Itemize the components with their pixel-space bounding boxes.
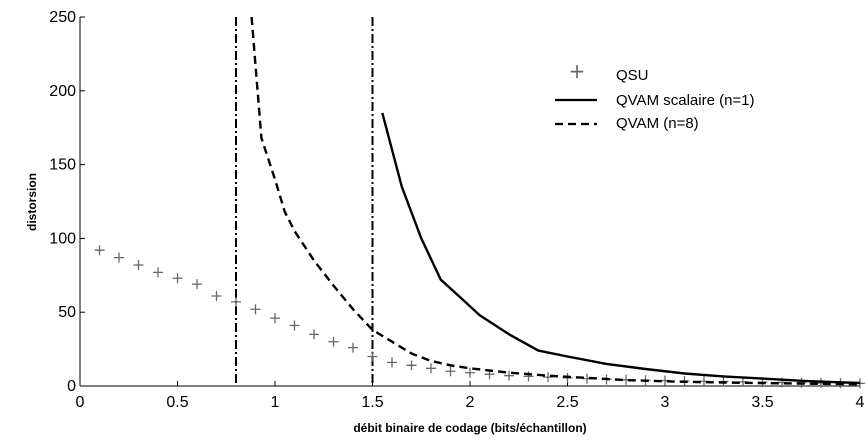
x-tick-label: 2.5 (556, 394, 578, 411)
legend: + QSU QVAM scalaire (n=1) QVAM (n=8) (555, 59, 755, 132)
y-tick-label: 200 (49, 83, 76, 100)
legend-label-qsu: QSU (616, 67, 649, 84)
data-point-qsu (465, 367, 475, 378)
legend-label-qvam-scalaire: QVAM scalaire (n=1) (616, 92, 755, 109)
y-tick-label: 100 (49, 230, 76, 247)
data-point-qsu (250, 304, 261, 315)
data-point-qsu (270, 313, 280, 324)
data-point-qsu (133, 259, 144, 270)
x-tick-label: 3.5 (751, 394, 773, 411)
series-line-qvam-n-8 (250, 16, 861, 386)
x-tick-label: 0.5 (166, 394, 188, 411)
data-point-qsu (445, 366, 456, 377)
series-group (94, 16, 865, 389)
y-tick-label: 150 (49, 157, 76, 174)
x-tick-label: 4 (856, 394, 865, 411)
data-point-qsu (289, 320, 300, 331)
series-qsu (94, 245, 865, 389)
data-point-qsu (172, 273, 183, 284)
data-point-qsu (114, 252, 124, 263)
y-axis-title: distorsion (25, 173, 39, 231)
data-point-qsu (406, 360, 417, 371)
data-point-qsu (328, 336, 339, 347)
legend-marker-qsu: + (569, 59, 586, 83)
data-point-qsu (387, 357, 397, 368)
ticks: 0 0.5 1 1.5 2 2.5 3 3.5 4 0 50 100 150 200 250 (49, 9, 864, 411)
series-line-qvam-scalaire-n-1 (381, 112, 861, 385)
data-point-qsu (153, 267, 163, 278)
x-axis-title: débit binaire de codage (bits/échantillo… (353, 421, 586, 435)
data-point-qsu (211, 290, 222, 301)
data-point-qsu (309, 329, 319, 340)
x-tick-label: 1.5 (361, 394, 383, 411)
x-tick-label: 2 (466, 394, 475, 411)
data-point-qsu (543, 372, 553, 383)
data-point-qsu (348, 342, 358, 353)
data-point-qsu (367, 351, 378, 362)
data-point-qsu (426, 363, 436, 374)
data-point-qsu (231, 296, 241, 307)
plot-area (79, 17, 860, 387)
x-tick-label: 1 (271, 394, 280, 411)
vertical-lines (235, 17, 374, 386)
y-tick-label: 0 (67, 378, 76, 395)
data-point-qsu (192, 279, 202, 290)
data-point-qsu (504, 370, 514, 381)
x-tick-label: 0 (76, 394, 85, 411)
x-tick-label: 3 (661, 394, 670, 411)
data-point-qsu (94, 245, 105, 256)
y-tick-label: 250 (49, 9, 76, 26)
legend-label-qvam-n8: QVAM (n=8) (616, 115, 699, 132)
y-tick-label: 50 (58, 304, 76, 321)
